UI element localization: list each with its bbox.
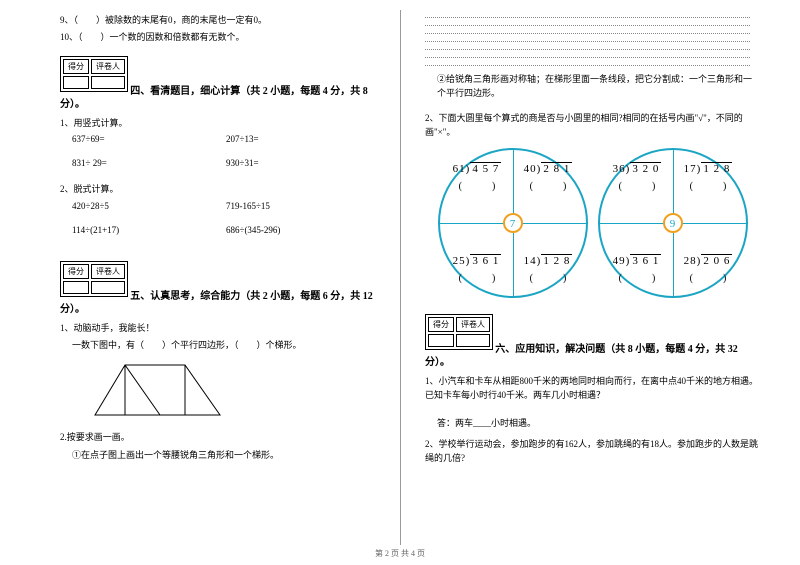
section-6-fen: 分）。: [425, 357, 450, 368]
dotgrid: [425, 10, 750, 18]
score-label: 得分: [63, 59, 89, 74]
dotgrid: [425, 26, 750, 34]
s5-2a: ①在点子图上画出一个等腰锐角三角形和一个梯形。: [72, 448, 380, 462]
calc-2c: 114÷(21+17): [72, 225, 226, 235]
page-footer: 第 2 页 共 4 页: [0, 548, 800, 559]
s6-pre: 2、下面大圆里每个算式的商是否与小圆里的相同?相同的在括号内画"√"，不同的画"…: [425, 111, 760, 140]
circle-a: 7 61)4 5 7( ) 40)2 8 1( ) 25)3 6 1( ) 14…: [438, 148, 588, 298]
s6-2: 2、学校举行运动会，参加跑步的有162人，参加跳绳的有18人。参加跑步的人数是跳…: [425, 437, 760, 466]
calc-2b: 719-165÷15: [226, 201, 380, 211]
calc-1a: 637÷69=: [72, 134, 226, 144]
s6-1: 1、小汽车和卡车从相距800千米的两地同时相向而行，在离中点40千米的地方相遇。…: [425, 374, 760, 403]
trapezoid-figure: [90, 360, 380, 422]
section-4-title: 四、看清题目，细心计算（共 2 小题，每题 4 分，共 8: [130, 86, 368, 97]
grader-label: 评卷人: [91, 59, 125, 74]
left-column: 9、（ ）被除数的末尾有0，商的末尾也一定有0。 10、（ ）一个数的因数和倍数…: [0, 0, 400, 540]
dotgrid: [425, 42, 750, 50]
dotgrid: [425, 34, 750, 42]
s5-1: 1、动脑动手，我能长！: [60, 321, 380, 335]
grader-cell: [91, 281, 125, 294]
right-column: ②给锐角三角形画对称轴；在梯形里面一条线段，把它分割成：一个三角形和一个平行四边…: [400, 0, 800, 540]
score-cell: [428, 334, 454, 347]
s5-2b: ②给锐角三角形画对称轴；在梯形里面一条线段，把它分割成：一个三角形和一个平行四边…: [437, 72, 760, 101]
calc-2d: 686÷(345-296): [226, 225, 380, 235]
s4-1: 1、用竖式计算。: [60, 116, 380, 130]
grader-label: 评卷人: [91, 264, 125, 279]
circles-figure: 7 61)4 5 7( ) 40)2 8 1( ) 25)3 6 1( ) 14…: [425, 148, 760, 298]
score-box-4: 得分 评卷人: [60, 56, 128, 92]
s6-1-ans: 答：两车____小时相遇。: [437, 416, 760, 430]
q10: 10、（ ）一个数的因数和倍数都有无数个。: [60, 30, 380, 44]
score-cell: [63, 281, 89, 294]
q9: 9、（ ）被除数的末尾有0，商的末尾也一定有0。: [60, 13, 380, 27]
score-label: 得分: [63, 264, 89, 279]
grader-cell: [91, 76, 125, 89]
grader-label: 评卷人: [456, 317, 490, 332]
dotgrid: [425, 18, 750, 26]
grader-cell: [456, 334, 490, 347]
section-5-title: 五、认真思考，综合能力（共 2 小题，每题 6 分，共 12: [130, 291, 373, 302]
s5-1a: 一数下图中，有（ ）个平行四边形，（ ）个梯形。: [72, 338, 380, 352]
dotgrid: [425, 58, 750, 66]
calc-1c: 831÷ 29=: [72, 158, 226, 168]
score-box-6: 得分 评卷人: [425, 314, 493, 350]
calc-1b: 207÷13=: [226, 134, 380, 144]
section-4-fen: 分）。: [60, 99, 85, 110]
s4-2: 2、脱式计算。: [60, 182, 380, 196]
score-box-5: 得分 评卷人: [60, 261, 128, 297]
section-6-title: 六、应用知识，解决问题（共 8 小题，每题 4 分，共 32: [495, 344, 738, 355]
calc-1d: 930÷31=: [226, 158, 380, 168]
circle-b: 9 36)3 2 0( ) 17)1 2 8( ) 49)3 6 1( ) 28…: [598, 148, 748, 298]
calc-2a: 420÷28÷5: [72, 201, 226, 211]
score-cell: [63, 76, 89, 89]
section-5-fen: 分）。: [60, 304, 85, 315]
center-a: 7: [503, 213, 523, 233]
center-b: 9: [663, 213, 683, 233]
s5-2: 2.按要求画一画。: [60, 430, 380, 444]
dotgrid: [425, 50, 750, 58]
score-label: 得分: [428, 317, 454, 332]
